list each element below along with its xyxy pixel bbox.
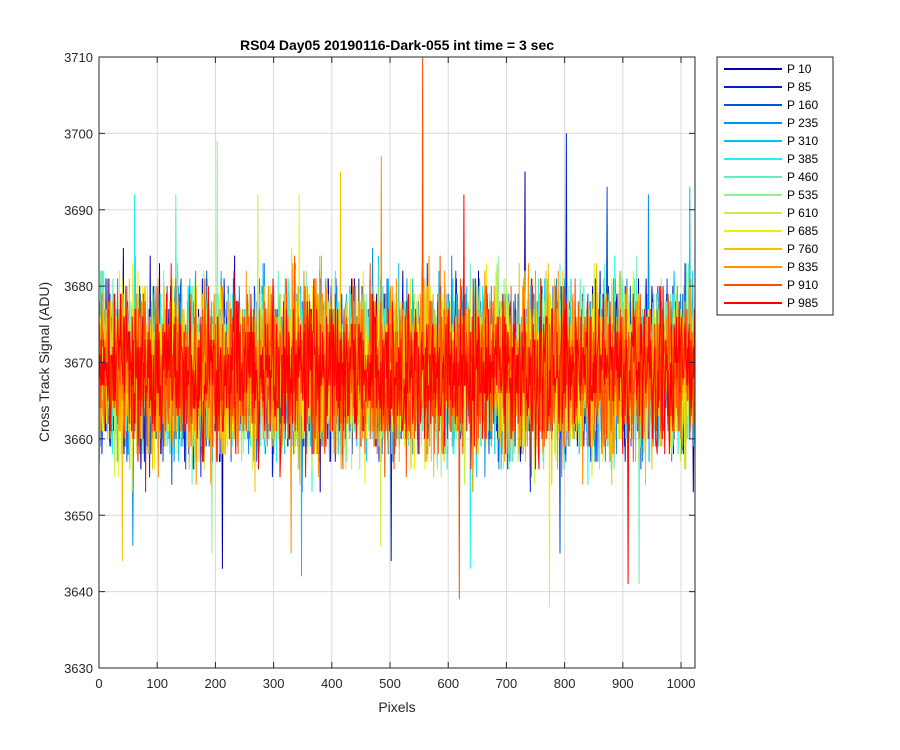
legend-label: P 310 xyxy=(787,134,818,148)
legend-label: P 10 xyxy=(787,62,812,76)
legend-label: P 835 xyxy=(787,260,818,274)
legend-label: P 160 xyxy=(787,98,818,112)
x-tick-label: 600 xyxy=(437,676,459,691)
y-tick-label: 3690 xyxy=(64,203,93,218)
legend-label: P 610 xyxy=(787,206,818,220)
x-tick-label: 300 xyxy=(263,676,285,691)
legend-label: P 460 xyxy=(787,170,818,184)
legend-label: P 85 xyxy=(787,80,812,94)
legend-label: P 535 xyxy=(787,188,818,202)
y-tick-label: 3650 xyxy=(64,508,93,523)
y-tick-label: 3710 xyxy=(64,50,93,65)
x-axis-title: Pixels xyxy=(378,699,415,715)
x-tick-label: 200 xyxy=(205,676,227,691)
legend-label: P 385 xyxy=(787,152,818,166)
x-tick-label: 800 xyxy=(554,676,576,691)
y-tick-label: 3700 xyxy=(64,126,93,141)
x-tick-label: 500 xyxy=(379,676,401,691)
legend-label: P 910 xyxy=(787,278,818,292)
legend: P 10 P 85 P 160 P 235 P 310 P 385 P 460 P 535 P … xyxy=(716,56,834,316)
x-tick-label: 700 xyxy=(496,676,518,691)
legend-label: P 235 xyxy=(787,116,818,130)
x-tick-label: 900 xyxy=(612,676,634,691)
x-tick-label: 100 xyxy=(146,676,168,691)
chart-title: RS04 Day05 20190116-Dark-055 int time = … xyxy=(240,37,554,53)
x-tick-label: 0 xyxy=(95,676,102,691)
y-axis-title: Cross Track Signal (ADU) xyxy=(36,282,52,442)
y-tick-label: 3640 xyxy=(64,585,93,600)
y-tick-label: 3680 xyxy=(64,279,93,294)
legend-label: P 685 xyxy=(787,224,818,238)
y-tick-label: 3670 xyxy=(64,356,93,371)
axis-ticks: 0 100 200 300 400 500 600 700 800 900 1000 3630 3640… xyxy=(64,50,695,691)
y-tick-label: 3660 xyxy=(64,432,93,447)
legend-label: P 985 xyxy=(787,296,818,310)
x-tick-label: 1000 xyxy=(667,676,696,691)
legend-label: P 760 xyxy=(787,242,818,256)
series-lines xyxy=(99,56,696,607)
x-tick-label: 400 xyxy=(321,676,343,691)
y-tick-label: 3630 xyxy=(64,661,93,676)
legend-box xyxy=(716,56,834,316)
series-line xyxy=(99,194,696,585)
